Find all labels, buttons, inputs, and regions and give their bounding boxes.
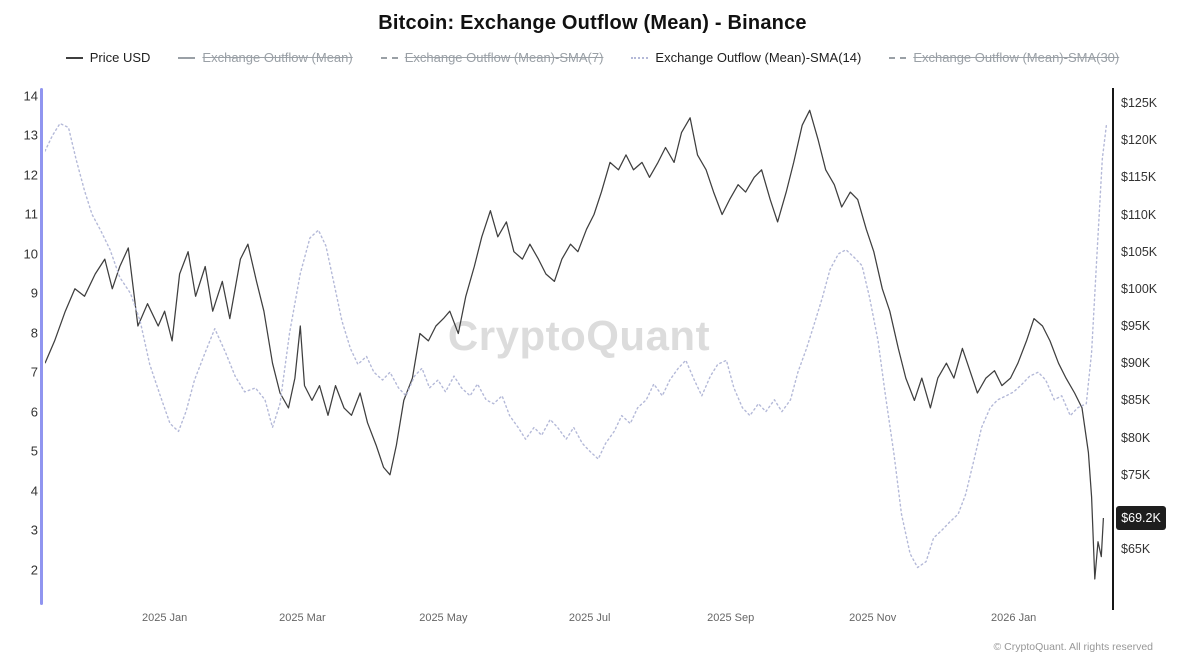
- series-line-price-usd: [45, 109, 1105, 580]
- left-axis-tick: 12: [23, 167, 38, 183]
- legend-label: Exchange Outflow (Mean)-SMA(7): [404, 50, 604, 65]
- legend-label: Exchange Outflow (Mean)-SMA(30): [913, 50, 1120, 65]
- x-axis-tick: 2025 Nov: [849, 612, 897, 624]
- left-axis-tick: 8: [30, 325, 38, 341]
- legend-label: Exchange Outflow (Mean): [202, 50, 353, 65]
- right-axis[interactable]: $125K $120K $115K $110K $105K $100K $95K $90K $8…: [1121, 88, 1183, 605]
- legend-line-icon: [65, 56, 83, 59]
- legend-item-exchange-outflow-mean-sma14[interactable]: Exchange Outflow (Mean)-SMA(14): [631, 50, 861, 65]
- legend-line-icon: [889, 56, 907, 59]
- chart-lines: [45, 109, 1108, 580]
- legend-item-price-usd[interactable]: Price USD: [65, 50, 151, 65]
- left-axis-tick: 5: [30, 443, 38, 459]
- right-axis-tick: $80K: [1121, 430, 1151, 445]
- plot-area[interactable]: CryptoQuant: [40, 88, 1114, 611]
- x-axis-tick: 2025 Sep: [707, 612, 755, 624]
- chart-title: Bitcoin: Exchange Outflow (Mean) - Binan…: [378, 12, 807, 34]
- legend-line-icon: [631, 56, 649, 59]
- series-line-sma14: [45, 122, 1108, 569]
- left-axis-line: [40, 88, 43, 605]
- x-axis-tick: 2026 Jan: [991, 612, 1037, 624]
- right-axis-tick: $90K: [1121, 356, 1151, 371]
- right-axis-tick: $120K: [1121, 133, 1158, 148]
- copyright: © CryptoQuant. All rights reserved: [993, 641, 1153, 653]
- right-axis-tick: $125K: [1121, 95, 1158, 110]
- left-axis-tick: 7: [30, 364, 38, 380]
- x-axis-tick: 2025 May: [419, 612, 468, 624]
- left-axis-tick: 2: [30, 562, 38, 577]
- last-price-value: $69.2K: [1121, 511, 1161, 525]
- legend-item-exchange-outflow-mean-sma30[interactable]: Exchange Outflow (Mean)-SMA(30): [889, 50, 1119, 65]
- x-axis-tick: 2025 Mar: [279, 612, 326, 624]
- x-axis[interactable]: 2025 Jan 2025 Mar 2025 May 2025 Jul 2025 Sep…: [45, 612, 1113, 628]
- right-axis-tick: $115K: [1121, 170, 1157, 185]
- left-axis-tick: 14: [23, 88, 38, 104]
- right-axis-line: [1112, 88, 1114, 611]
- left-axis[interactable]: 14 13 12 11 10 9 8 7 6 5 4 3 2: [0, 88, 38, 605]
- legend-label: Exchange Outflow (Mean)-SMA(14): [655, 50, 862, 65]
- right-axis-tick: $110K: [1121, 207, 1157, 222]
- legend-line-icon: [380, 56, 398, 59]
- right-axis-tick: $105K: [1121, 244, 1158, 259]
- right-axis-tick: $100K: [1121, 281, 1158, 296]
- left-axis-tick: 4: [30, 483, 38, 498]
- legend-label: Price USD: [89, 50, 151, 65]
- left-axis-tick: 10: [23, 246, 38, 262]
- x-axis-tick: 2025 Jul: [568, 612, 611, 624]
- right-axis-tick: $85K: [1121, 393, 1151, 408]
- last-price-badge: $69.2K: [1116, 506, 1166, 530]
- legend-item-exchange-outflow-mean-sma7[interactable]: Exchange Outflow (Mean)-SMA(7): [380, 50, 604, 65]
- left-axis-tick: 13: [23, 127, 38, 143]
- left-axis-tick: 3: [30, 522, 38, 538]
- legend-item-exchange-outflow-mean[interactable]: Exchange Outflow (Mean): [178, 50, 353, 65]
- left-axis-tick: 6: [30, 404, 38, 420]
- left-axis-tick: 9: [30, 285, 38, 301]
- legend-line-icon: [178, 56, 196, 59]
- right-axis-tick: $75K: [1121, 467, 1151, 482]
- x-axis-tick: 2025 Jan: [141, 612, 188, 624]
- right-axis-tick: $65K: [1121, 542, 1151, 557]
- left-axis-tick: 11: [24, 206, 39, 222]
- right-axis-tick: $95K: [1121, 319, 1151, 333]
- legend: Price USD Exchange Outflow (Mean) Exchange…: [0, 50, 1185, 65]
